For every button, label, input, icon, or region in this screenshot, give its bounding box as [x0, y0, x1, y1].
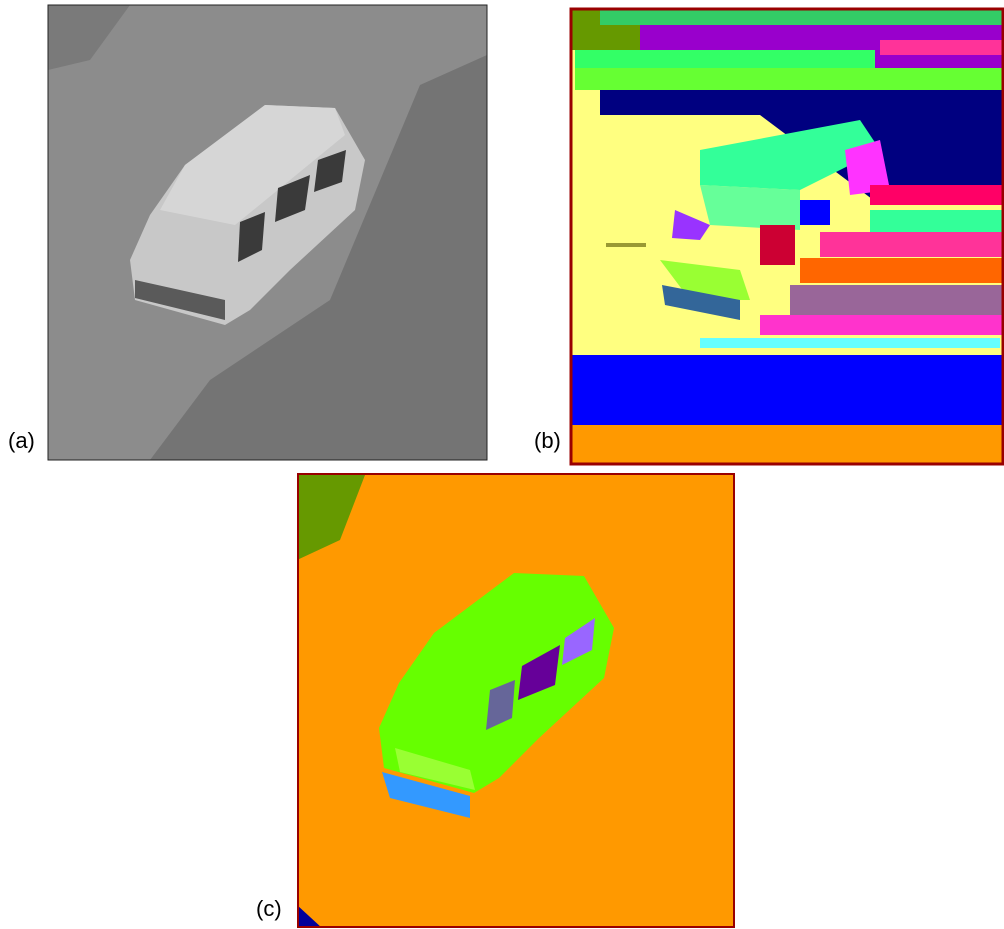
segment	[606, 243, 646, 247]
segment	[662, 285, 740, 320]
segment	[486, 680, 515, 730]
segment	[700, 338, 1000, 348]
segment	[880, 40, 1004, 55]
panel-label: (a)	[8, 428, 35, 453]
segment	[700, 120, 880, 190]
segment	[518, 645, 560, 700]
segment	[845, 140, 890, 195]
panel-label: (b)	[534, 428, 561, 453]
panel-b-image	[569, 7, 1004, 466]
segment	[600, 10, 1004, 25]
segment	[870, 210, 1004, 232]
segment	[379, 573, 614, 793]
segment	[572, 425, 1004, 465]
segment	[395, 748, 475, 790]
segment	[760, 315, 1004, 335]
segment	[800, 258, 1004, 283]
segment	[800, 200, 830, 225]
van-window	[314, 150, 346, 192]
segment	[562, 618, 595, 665]
segment	[760, 225, 795, 265]
van-roof	[160, 105, 345, 225]
segment	[297, 475, 365, 560]
ground-dark	[48, 5, 130, 70]
segment	[820, 232, 1004, 257]
segment	[700, 185, 800, 230]
segment	[870, 185, 1004, 205]
segment	[575, 50, 875, 68]
segment	[572, 355, 1004, 425]
panel-border	[297, 473, 735, 928]
panel-label: (c)	[256, 896, 282, 921]
van-window	[238, 212, 265, 262]
van-bumper	[135, 280, 225, 320]
segment	[790, 285, 1004, 315]
segment	[600, 90, 1004, 115]
segment	[297, 905, 322, 928]
panel-a-image	[47, 4, 488, 461]
panel-border	[47, 4, 488, 461]
segment	[382, 772, 470, 818]
segment	[575, 68, 1004, 90]
van-window	[275, 175, 310, 222]
road	[150, 55, 487, 460]
panel-border	[569, 7, 1004, 466]
segment	[672, 210, 710, 240]
panel-c-image	[297, 473, 735, 928]
